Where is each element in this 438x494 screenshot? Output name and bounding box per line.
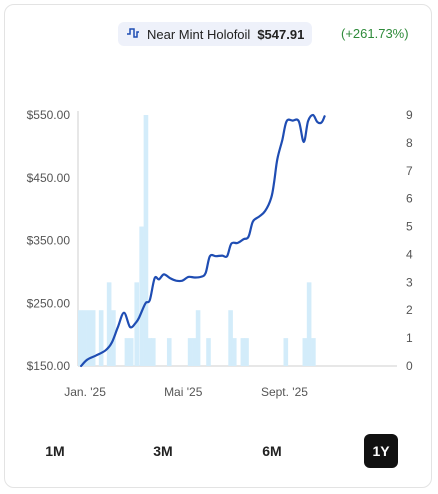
x-tick-label: Mai '25 [164, 385, 203, 399]
volume-bar [240, 338, 246, 366]
volume-bar [143, 115, 149, 366]
line-chart-icon [126, 27, 140, 42]
y-tick-label-right: 2 [406, 303, 413, 317]
volume-bar [206, 338, 211, 366]
range-button-3m[interactable]: 3M [153, 443, 173, 459]
y-tick-label-right: 6 [406, 192, 413, 206]
volume-bar [98, 310, 104, 366]
volume-bar [78, 310, 83, 366]
y-tick-label-right: 1 [406, 331, 413, 345]
range-button-6m[interactable]: 6M [262, 443, 282, 459]
y-tick-label-right: 0 [406, 359, 413, 373]
volume-bar [244, 338, 249, 366]
range-selector: 1M 3M 6M 1Y [22, 434, 414, 468]
y-tick-label-right: 4 [406, 247, 413, 261]
volume-bar [311, 338, 316, 366]
volume-bar [302, 338, 308, 366]
volume-bar [134, 282, 140, 366]
volume-bar [187, 338, 193, 366]
volume-bar [166, 338, 172, 366]
legend-item[interactable]: Near Mint Holofoil $547.91 [118, 22, 313, 46]
volume-bar [147, 338, 152, 366]
volume-bar [90, 310, 96, 366]
y-tick-label-left: $350.00 [27, 234, 71, 248]
y-tick-label-right: 9 [406, 108, 413, 122]
y-tick-label-right: 3 [406, 275, 413, 289]
volume-bar [231, 338, 237, 366]
price-history-card [4, 4, 432, 488]
legend-price: $547.91 [257, 26, 305, 42]
y-tick-label-left: $550.00 [27, 108, 71, 122]
x-tick-label: Sept. '25 [261, 385, 308, 399]
range-button-1y[interactable]: 1Y [364, 434, 398, 468]
volume-bar [82, 310, 87, 366]
y-tick-label-left: $450.00 [27, 171, 71, 185]
volume-bar [128, 338, 134, 366]
x-tick-label: Jan. '25 [64, 385, 106, 399]
volume-bar [283, 338, 289, 366]
volume-bar [228, 310, 233, 366]
volume-bar [86, 310, 92, 366]
volume-bar [124, 338, 130, 366]
volume-bar [139, 226, 144, 366]
y-tick-label-right: 7 [406, 164, 413, 178]
y-tick-label-right: 8 [406, 136, 413, 150]
volume-bar [195, 310, 201, 366]
legend-label: Near Mint Holofoil [147, 26, 251, 42]
price-line [80, 113, 326, 368]
volume-bar [306, 282, 312, 366]
y-tick-label-right: 5 [406, 220, 413, 234]
price-change: (+261.73%) [341, 26, 409, 41]
y-tick-label-left: $250.00 [27, 296, 71, 310]
y-tick-label-left: $150.00 [27, 359, 71, 373]
range-button-1m[interactable]: 1M [45, 443, 65, 459]
volume-bar [192, 338, 197, 366]
volume-bar [106, 282, 112, 366]
volume-bar [151, 338, 156, 366]
